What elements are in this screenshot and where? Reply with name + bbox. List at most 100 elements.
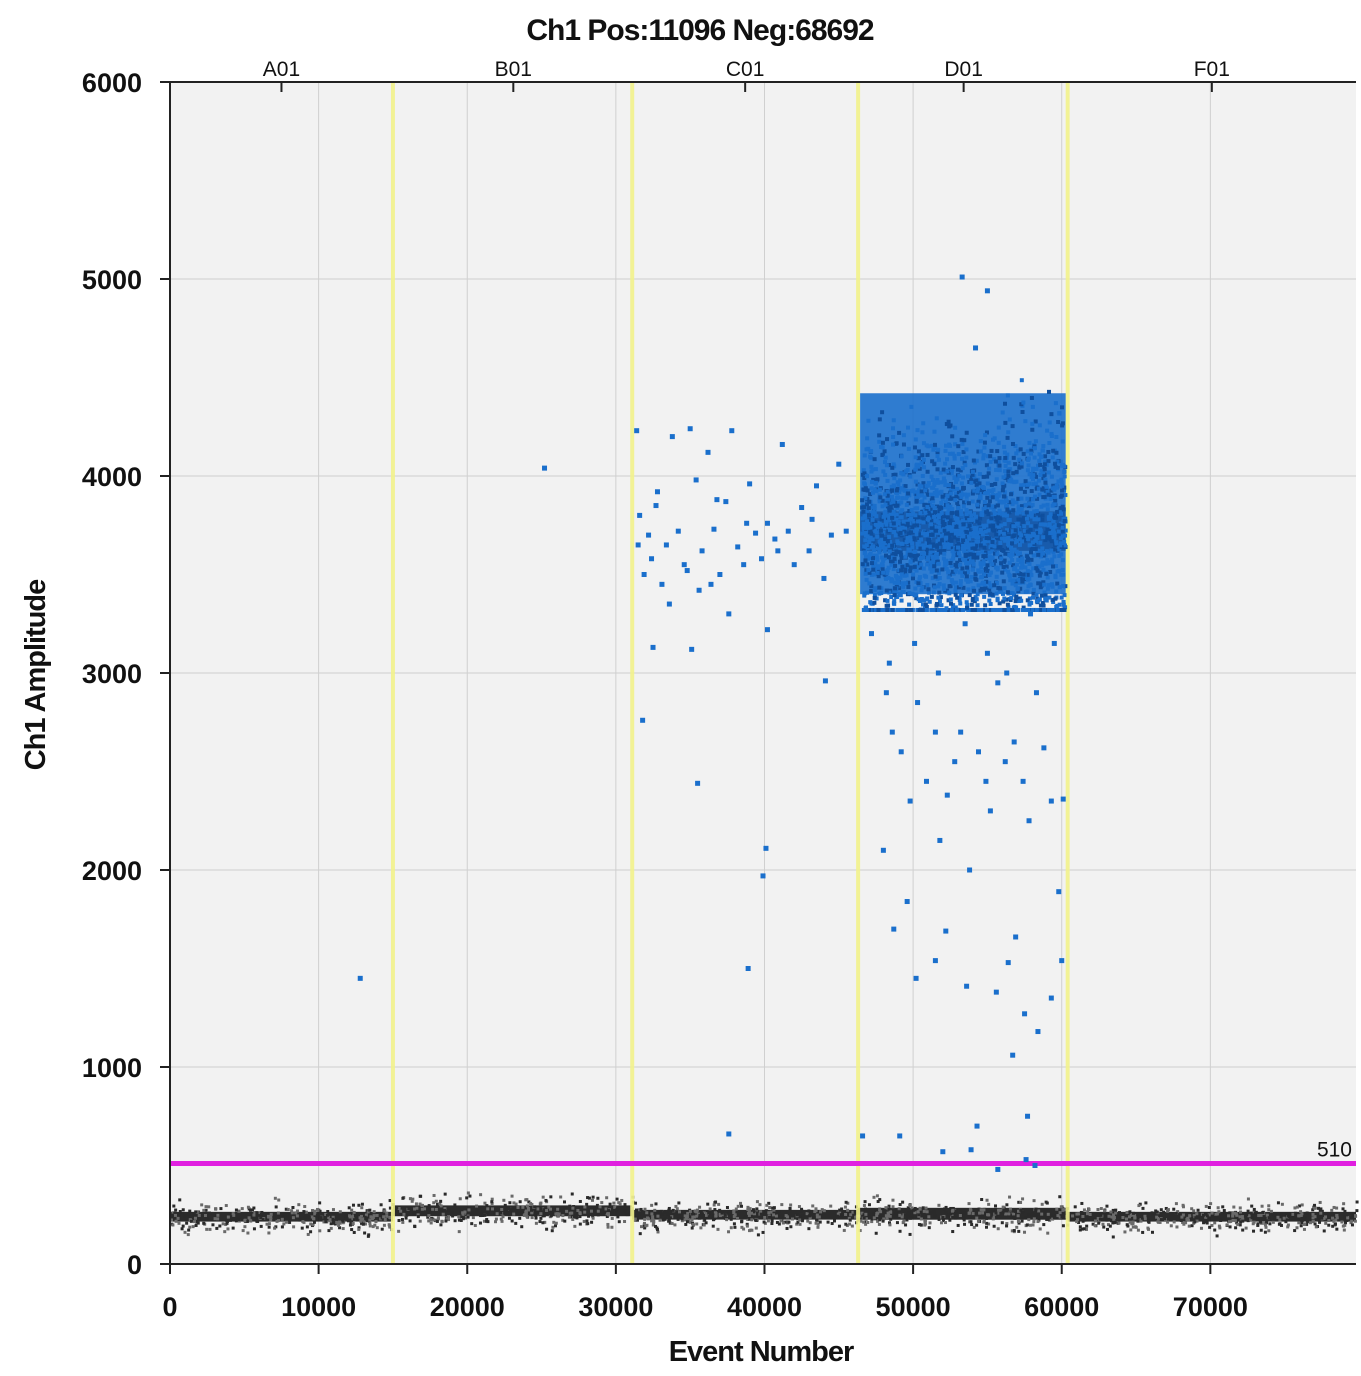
- positive-droplet: [1044, 571, 1049, 576]
- positive-droplet: [878, 528, 883, 533]
- positive-droplet: [1010, 558, 1015, 563]
- negative-droplet: [1345, 1218, 1349, 1222]
- positive-droplet: [861, 521, 866, 526]
- negative-droplet: [908, 1203, 912, 1207]
- negative-droplet: [765, 1203, 769, 1207]
- positive-droplet: [542, 465, 548, 471]
- positive-droplet: [937, 521, 942, 526]
- positive-droplet: [1059, 521, 1064, 526]
- negative-droplet: [1075, 1220, 1079, 1224]
- negative-droplet: [1164, 1206, 1168, 1210]
- negative-droplet: [331, 1217, 335, 1221]
- positive-droplet: [1036, 607, 1041, 612]
- positive-droplet: [911, 528, 916, 533]
- positive-droplet: [920, 585, 925, 590]
- positive-droplet: [1041, 470, 1046, 475]
- positive-droplet: [1001, 531, 1006, 536]
- positive-droplet: [905, 538, 910, 543]
- positive-droplet: [907, 591, 912, 596]
- positive-droplet: [872, 593, 877, 598]
- positive-droplet: [925, 562, 930, 567]
- positive-droplet: [1015, 521, 1020, 526]
- positive-droplet: [1045, 527, 1050, 532]
- negative-droplet: [185, 1221, 189, 1225]
- positive-droplet: [1017, 599, 1022, 604]
- positive-droplet: [967, 867, 973, 873]
- positive-droplet: [892, 513, 897, 518]
- positive-droplet: [1032, 517, 1037, 522]
- negative-droplet: [1128, 1210, 1132, 1214]
- negative-droplet: [578, 1215, 582, 1219]
- positive-droplet: [1027, 511, 1032, 516]
- positive-droplet: [711, 526, 717, 532]
- negative-droplet: [1055, 1207, 1059, 1211]
- positive-droplet: [913, 513, 918, 518]
- positive-droplet: [919, 484, 924, 489]
- negative-droplet: [1144, 1201, 1148, 1205]
- negative-droplet: [736, 1204, 740, 1208]
- negative-droplet: [1179, 1214, 1183, 1218]
- negative-droplet: [181, 1224, 185, 1228]
- positive-droplet: [961, 537, 966, 542]
- positive-droplet: [918, 499, 923, 504]
- positive-droplet: [905, 519, 910, 524]
- positive-droplet: [1057, 585, 1062, 590]
- positive-droplet: [1030, 540, 1035, 545]
- positive-droplet: [1060, 463, 1065, 468]
- negative-droplet: [1227, 1220, 1231, 1224]
- negative-droplet: [1118, 1211, 1122, 1215]
- positive-droplet: [1028, 582, 1033, 587]
- positive-droplet: [1026, 504, 1031, 509]
- negative-droplet: [1297, 1214, 1301, 1218]
- negative-droplet: [1324, 1221, 1328, 1225]
- positive-droplet: [984, 288, 990, 294]
- negative-droplet: [1210, 1214, 1214, 1218]
- positive-droplet: [994, 467, 999, 472]
- positive-droplet: [1022, 577, 1027, 582]
- negative-droplet: [1166, 1220, 1170, 1224]
- positive-droplet: [890, 488, 895, 493]
- negative-droplet: [814, 1221, 818, 1225]
- negative-droplet: [545, 1208, 549, 1212]
- positive-droplet: [908, 538, 913, 543]
- positive-droplet: [928, 506, 933, 511]
- negative-droplet: [743, 1215, 747, 1219]
- positive-droplet: [989, 518, 994, 523]
- positive-droplet: [937, 576, 942, 581]
- negative-droplet: [1000, 1221, 1004, 1225]
- negative-droplet: [732, 1211, 736, 1215]
- positive-droplet: [939, 510, 944, 515]
- positive-droplet: [1052, 502, 1057, 507]
- positive-droplet: [1006, 539, 1011, 544]
- positive-droplet: [1045, 586, 1050, 591]
- positive-droplet: [984, 510, 989, 515]
- positive-droplet: [877, 571, 882, 576]
- positive-droplet: [865, 562, 870, 567]
- negative-droplet: [240, 1207, 244, 1211]
- positive-droplet: [940, 496, 945, 501]
- positive-droplet: [914, 596, 919, 601]
- positive-droplet: [959, 492, 964, 497]
- positive-droplet: [936, 561, 941, 566]
- positive-droplet: [1033, 690, 1039, 696]
- negative-droplet: [594, 1209, 598, 1213]
- positive-droplet: [1062, 469, 1067, 474]
- negative-droplet: [889, 1217, 893, 1221]
- positive-droplet: [921, 421, 926, 426]
- negative-droplet: [1238, 1215, 1242, 1219]
- positive-droplet: [975, 603, 980, 608]
- negative-droplet: [714, 1212, 718, 1216]
- negative-droplet: [539, 1207, 543, 1211]
- negative-droplet: [1040, 1212, 1044, 1216]
- negative-droplet: [994, 1204, 998, 1208]
- positive-droplet: [779, 441, 785, 447]
- negative-droplet: [625, 1213, 629, 1217]
- negative-droplet: [1354, 1214, 1358, 1218]
- positive-droplet: [1020, 562, 1025, 567]
- negative-droplet: [1302, 1217, 1306, 1221]
- positive-droplet: [960, 573, 965, 578]
- positive-droplet: [1052, 534, 1057, 539]
- negative-droplet: [266, 1214, 270, 1218]
- negative-droplet: [514, 1202, 518, 1206]
- positive-droplet: [913, 557, 918, 562]
